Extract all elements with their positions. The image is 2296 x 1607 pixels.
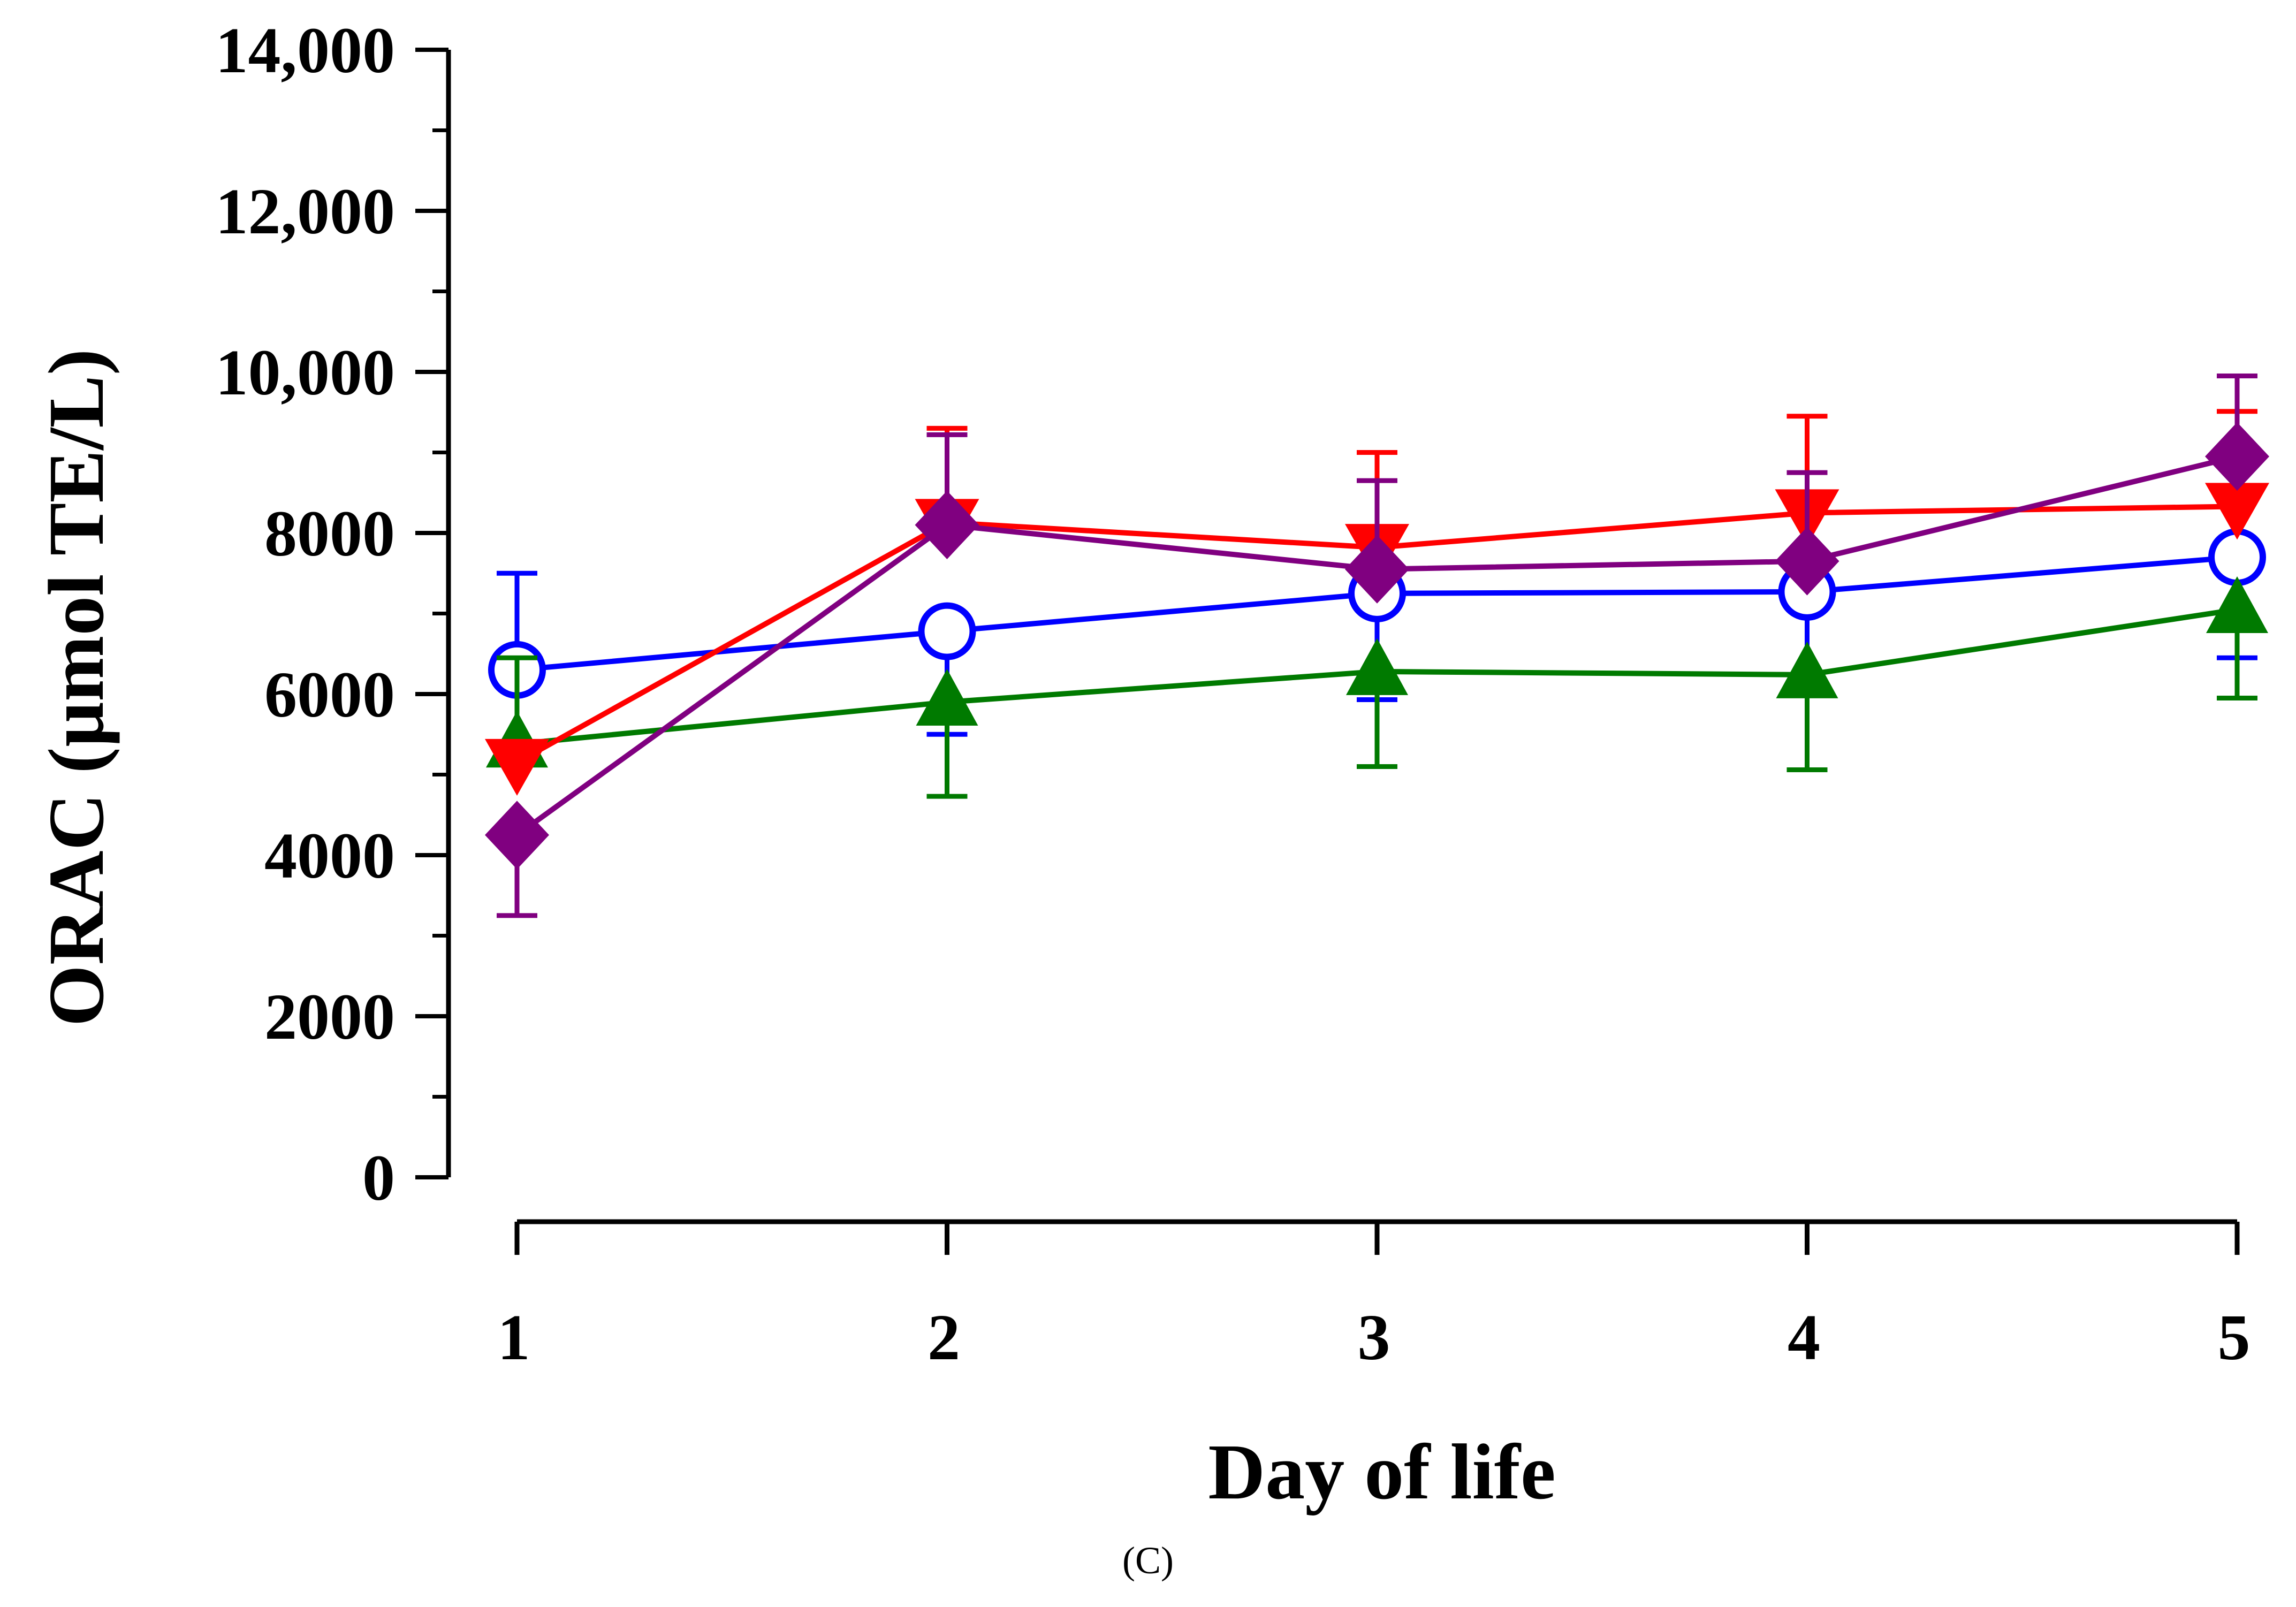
data-point <box>915 490 979 559</box>
y-axis-title: ORAC (µmol TE/L) <box>33 349 120 1027</box>
y-tick-label: 8000 <box>264 498 395 570</box>
x-tick-label: 1 <box>498 1301 530 1374</box>
y-tick-label: 12,000 <box>216 176 396 248</box>
panel-label: (C) <box>1122 1539 1174 1582</box>
y-tick-label: 6000 <box>264 659 395 731</box>
data-point <box>1345 535 1409 604</box>
data-point <box>1346 638 1408 695</box>
data-point <box>2206 576 2268 633</box>
data-point <box>485 738 549 796</box>
data-point <box>1776 641 1838 698</box>
data-point <box>918 602 976 660</box>
data-point <box>485 801 549 870</box>
y-tick-label: 14,000 <box>216 14 396 87</box>
x-tick-label: 2 <box>927 1301 960 1374</box>
series-purple-diamond <box>485 374 2269 918</box>
axes: 0 2000 4000 6000 8000 10,000 12,000 14,000 1 2 3 4 5 <box>216 14 2251 1374</box>
data-point <box>1775 527 1839 596</box>
y-tick-label: 10,000 <box>216 337 396 409</box>
x-tick-label: 3 <box>1358 1301 1390 1374</box>
x-axis-title: Day of life <box>1208 1428 1555 1516</box>
y-tick-label: 2000 <box>264 981 395 1053</box>
data-point <box>2205 422 2269 491</box>
x-tick-label: 4 <box>1788 1301 1820 1374</box>
y-tick-label: 4000 <box>264 820 395 892</box>
x-tick-label: 5 <box>2218 1301 2251 1374</box>
data-point <box>916 669 978 726</box>
series-layer <box>485 374 2269 918</box>
data-point <box>2205 483 2269 540</box>
y-tick-label: 0 <box>362 1142 395 1214</box>
